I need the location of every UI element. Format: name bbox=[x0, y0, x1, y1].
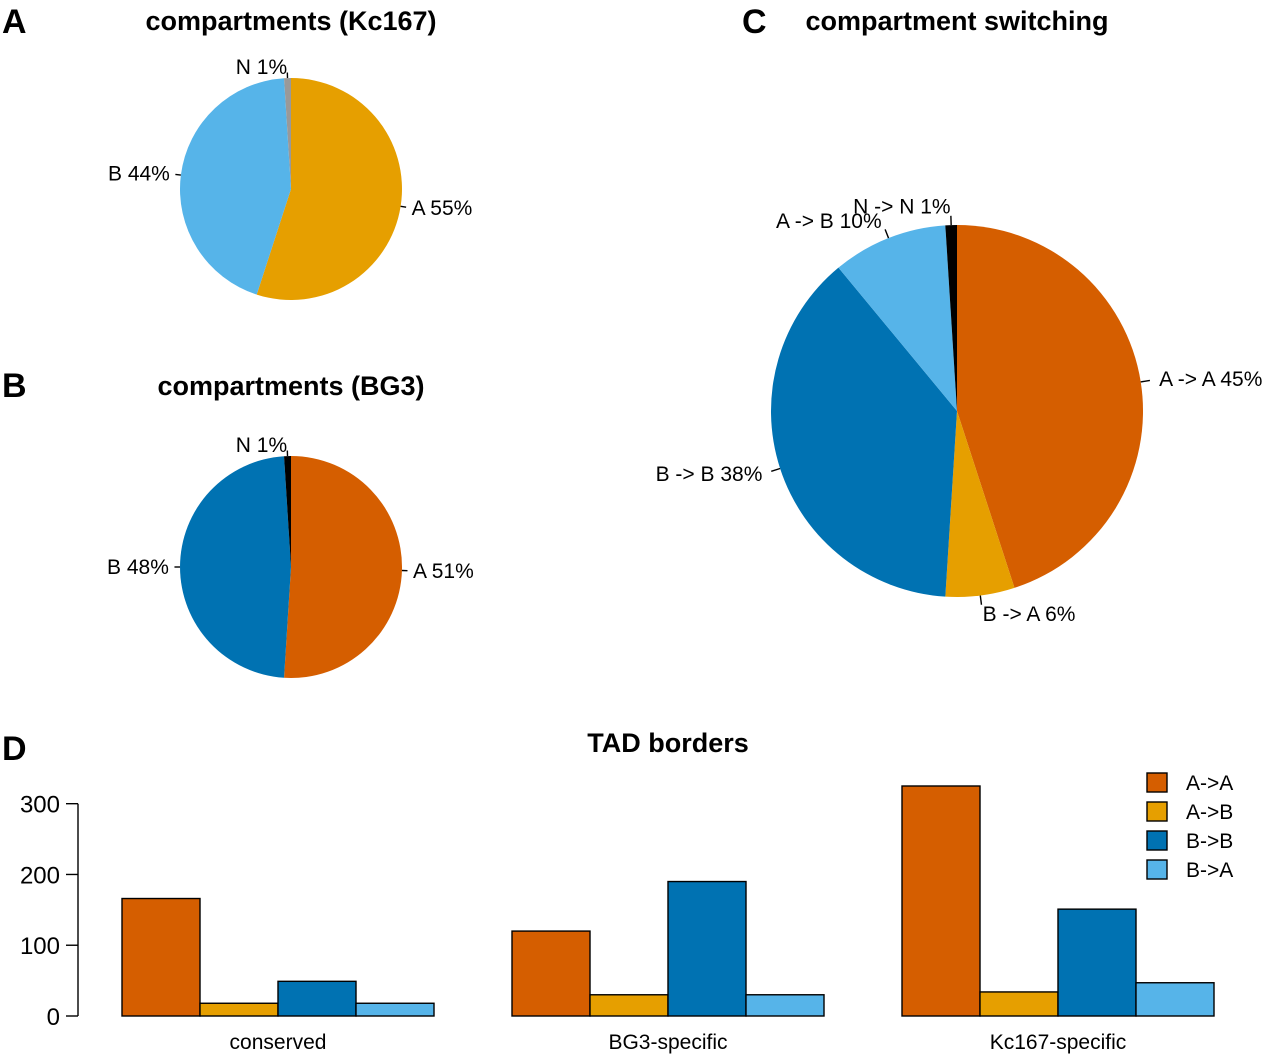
pie-bg3-slice-2 bbox=[284, 456, 291, 567]
pie-chart-bg3: A 51% B 48% N 1% bbox=[107, 434, 474, 678]
pie-switching-slice-4 bbox=[945, 225, 957, 411]
pie-switching-leader-2 bbox=[771, 467, 781, 473]
pie-switching-slice-3 bbox=[838, 225, 957, 411]
pie-chart-kc167: A 55% B 44% N 1% bbox=[108, 56, 472, 300]
x-category-label-1: BG3-specific bbox=[608, 1031, 727, 1054]
pie-kc167-leader-1 bbox=[175, 173, 181, 176]
legend-label-1: A->B bbox=[1186, 801, 1233, 824]
pie-kc167-label-1: B 44% bbox=[108, 163, 170, 186]
pie-kc167-slice-0 bbox=[256, 78, 402, 300]
pie-kc167-slice-2 bbox=[284, 78, 291, 189]
pie-switching-label-1: B -> A 6% bbox=[983, 603, 1076, 626]
legend-swatch-3 bbox=[1146, 859, 1168, 880]
bar-conserved-0 bbox=[121, 897, 201, 1017]
legend-swatch-2 bbox=[1146, 830, 1168, 851]
x-category-label-2: Kc167-specific bbox=[990, 1031, 1127, 1054]
y-tick-label-0: 0 bbox=[47, 1004, 60, 1031]
pie-kc167-slice-1 bbox=[179, 78, 291, 295]
pie-switching-label-4: N -> N 1% bbox=[853, 196, 950, 219]
pie-switching-label-2: B -> B 38% bbox=[656, 463, 763, 486]
panel-letter-b: B bbox=[2, 367, 27, 405]
legend-label-0: A->A bbox=[1186, 772, 1233, 795]
pie-b-title: compartments (BG3) bbox=[157, 371, 424, 401]
pie-chart-switching: A -> A 45% B -> A 6% B -> B 38% A -> B 10%N… bbox=[656, 196, 1263, 626]
legend-label-2: B->B bbox=[1186, 830, 1233, 853]
y-tick-label-3: 300 bbox=[20, 792, 60, 819]
pie-bg3-slice-1 bbox=[180, 456, 291, 678]
pie-switching-slice-2 bbox=[770, 267, 957, 597]
pie-kc167-leader-0 bbox=[400, 205, 407, 208]
pie-c-title: compartment switching bbox=[805, 6, 1108, 36]
bar-conserved-3 bbox=[355, 1002, 435, 1017]
pie-bg3-label-2: N 1% bbox=[236, 434, 287, 457]
x-category-label-0: conserved bbox=[230, 1031, 327, 1054]
y-tick-label-2: 200 bbox=[20, 862, 60, 889]
bar-Kc167-specific-0 bbox=[901, 785, 981, 1017]
panel-letter-c: C bbox=[742, 3, 767, 41]
bar-conserved-2 bbox=[277, 980, 357, 1017]
panel-letter-a: A bbox=[2, 3, 27, 41]
y-tick-label-1: 100 bbox=[20, 933, 60, 960]
pie-a-title: compartments (Kc167) bbox=[145, 6, 436, 36]
pie-switching-slice-1 bbox=[945, 411, 1015, 597]
pie-kc167-label-0: A 55% bbox=[412, 197, 473, 220]
bar-Kc167-specific-2 bbox=[1057, 908, 1137, 1017]
pie-switching-slice-0 bbox=[957, 225, 1144, 588]
legend-swatch-0 bbox=[1146, 772, 1168, 793]
bar-BG3-specific-0 bbox=[511, 930, 591, 1017]
pie-bg3-label-1: B 48% bbox=[107, 556, 169, 579]
bar-Kc167-specific-1 bbox=[979, 991, 1059, 1017]
bar-Kc167-specific-3 bbox=[1135, 982, 1215, 1017]
pie-kc167-label-2: N 1% bbox=[236, 56, 287, 79]
pie-switching-label-0: A -> A 45% bbox=[1159, 368, 1262, 391]
bar-BG3-specific-3 bbox=[745, 994, 825, 1017]
bar-BG3-specific-2 bbox=[667, 880, 747, 1017]
pie-switching-leader-0 bbox=[1140, 379, 1151, 383]
pie-bg3-slice-0 bbox=[284, 456, 403, 678]
pie-bg3-label-0: A 51% bbox=[413, 560, 474, 583]
pie-switching-label-3: A -> B 10% bbox=[776, 210, 882, 233]
bar-conserved-1 bbox=[199, 1002, 279, 1017]
bar-d-title: TAD borders bbox=[587, 728, 749, 758]
bar-chart-tad-borders: 0 100 200 300 conserved BG3-specific Kc167-spe… bbox=[20, 772, 1233, 1054]
legend-swatch-1 bbox=[1146, 801, 1168, 822]
pie-switching-leader-3 bbox=[884, 229, 890, 239]
bar-BG3-specific-1 bbox=[589, 994, 669, 1017]
panel-letter-d: D bbox=[2, 730, 27, 768]
legend-label-3: B->A bbox=[1186, 859, 1233, 882]
pie-switching-leader-1 bbox=[979, 595, 983, 605]
